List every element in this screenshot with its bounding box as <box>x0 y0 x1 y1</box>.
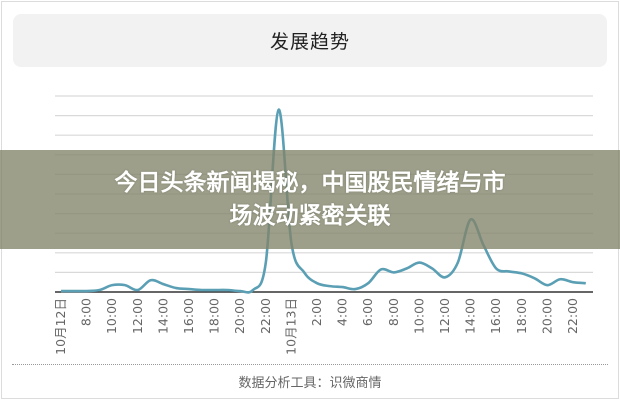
x-tick-label: 18:00 <box>207 298 222 334</box>
x-tick-label: 10:00 <box>411 298 426 334</box>
x-tick-label: 2:00 <box>309 298 324 326</box>
x-tick-label: 16:00 <box>488 298 503 334</box>
headline-banner: 今日头条新闻揭秘，中国股民情绪与市 场波动紧密关联 <box>0 150 620 249</box>
x-tick-label: 20:00 <box>539 298 554 334</box>
x-tick-label: 4:00 <box>335 298 350 326</box>
x-tick-label: 10:00 <box>104 298 119 334</box>
x-tick-label: 22:00 <box>565 298 580 334</box>
chart-footer: 数据分析工具：识微商情 <box>238 376 382 391</box>
x-tick-label: 8:00 <box>79 298 94 326</box>
x-tick-label: 12:00 <box>437 298 452 334</box>
chart-title: 发展趋势 <box>269 31 350 53</box>
x-tick-label: 14:00 <box>463 298 478 334</box>
x-tick-label: 10月12日 <box>53 298 68 355</box>
chart-title-box: 发展趋势 <box>13 14 607 67</box>
x-tick-label: 18:00 <box>514 298 529 334</box>
x-tick-label: 20:00 <box>232 298 247 334</box>
x-tick-label: 6:00 <box>360 298 375 326</box>
footer-divider <box>12 364 608 365</box>
x-tick-label: 14:00 <box>155 298 170 334</box>
headline-line-2: 场波动紧密关联 <box>229 202 391 229</box>
x-tick-label: 16:00 <box>181 298 196 334</box>
x-tick-label: 22:00 <box>258 298 273 334</box>
x-tick-label: 8:00 <box>386 298 401 326</box>
x-tick-label: 10月13日 <box>283 298 298 355</box>
headline-line-1: 今日头条新闻揭秘，中国股民情绪与市 <box>114 169 506 196</box>
x-tick-label: 12:00 <box>130 298 145 334</box>
